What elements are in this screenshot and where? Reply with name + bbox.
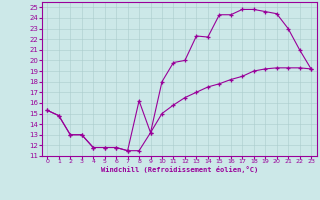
X-axis label: Windchill (Refroidissement éolien,°C): Windchill (Refroidissement éolien,°C) xyxy=(100,166,258,173)
